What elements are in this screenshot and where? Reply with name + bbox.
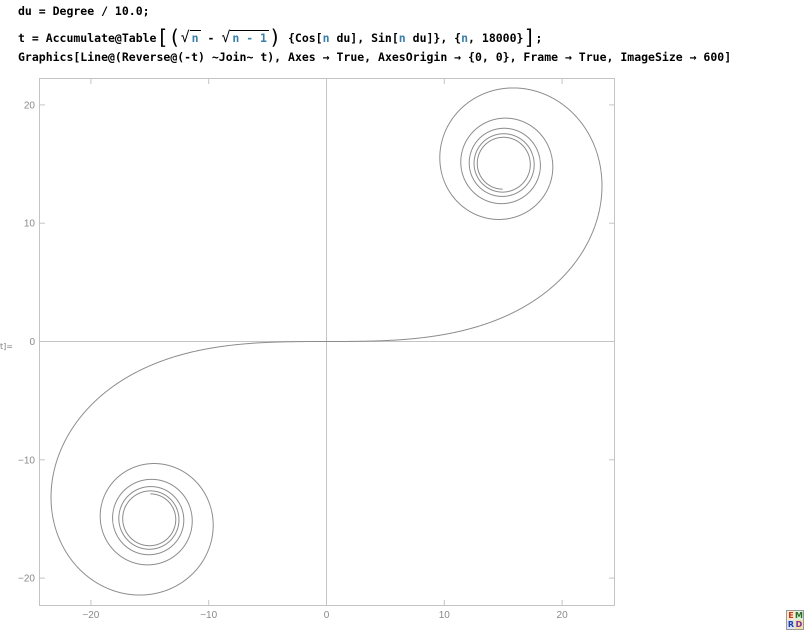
minus-sign: -: [200, 31, 222, 45]
y-tick-label: 20: [24, 100, 36, 111]
code-fragment-range: , 18000}: [468, 31, 524, 45]
logo-letter-m: M: [795, 611, 803, 620]
logo-letter-e: E: [787, 611, 795, 620]
spiral-curve: [50, 87, 603, 596]
logo-letter-r: R: [787, 620, 795, 629]
sqrt-icon-2: √: [221, 28, 231, 46]
code-line-2[interactable]: t = Accumulate@Table[(√ n - √ n - 1) {Cos[…: [18, 25, 542, 49]
semicolon: ;: [535, 31, 543, 45]
y-tick-label: −20: [18, 574, 35, 585]
open-paren: (: [168, 25, 181, 49]
close-paren: ): [268, 25, 282, 49]
sqrt-n1-radicand: n - 1: [230, 30, 269, 45]
code-fragment-sin: du], Sin[: [329, 31, 399, 45]
close-bracket: ]: [523, 25, 536, 49]
code-line-3-text: Graphics[Line@(Reverse@(-t) ~Join~ t), A…: [18, 50, 732, 64]
y-tick-label: 10: [24, 219, 36, 230]
var-n-1: n: [322, 31, 330, 45]
var-n-3: n: [461, 31, 469, 45]
sqrt-icon: √: [180, 28, 190, 46]
y-tick-label: 0: [29, 337, 35, 348]
code-fragment-iter: du]}, {: [405, 31, 462, 45]
x-tick-label: 10: [439, 610, 451, 621]
y-tick-label: −10: [18, 455, 35, 466]
x-tick-label: −20: [82, 610, 99, 621]
output-cell-label: t]=: [0, 342, 13, 351]
sqrt-n-radicand: n: [189, 30, 201, 45]
code-line-2-prefix: t = Accumulate@Table: [18, 31, 157, 45]
var-n-2: n: [398, 31, 406, 45]
x-tick-label: 0: [324, 610, 330, 621]
emrd-logo: E M R D: [786, 610, 804, 630]
code-line-3[interactable]: Graphics[Line@(Reverse@(-t) ~Join~ t), A…: [18, 50, 731, 64]
code-fragment-cos: {Cos[: [287, 31, 323, 45]
x-tick-label: 20: [557, 610, 569, 621]
x-tick-label: −10: [200, 610, 217, 621]
open-bracket: [: [156, 25, 169, 49]
logo-letter-d: D: [795, 620, 803, 629]
code-line-1-text: du = Degree / 10.0;: [18, 4, 150, 18]
code-line-1[interactable]: du = Degree / 10.0;: [18, 4, 150, 18]
